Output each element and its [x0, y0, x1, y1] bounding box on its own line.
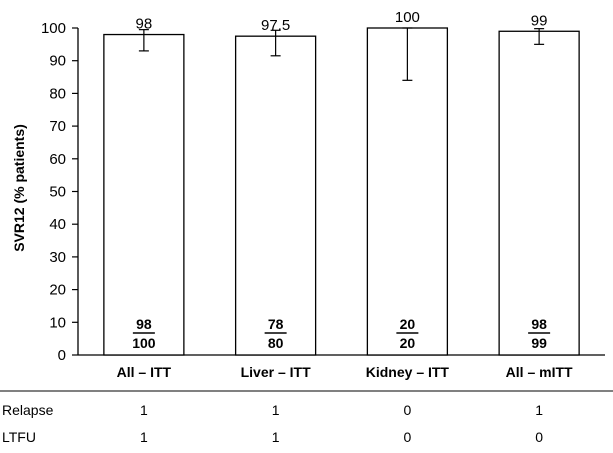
bars-group [103, 27, 580, 356]
bar [498, 30, 580, 356]
y-tick-label: 70 [49, 118, 66, 135]
y-tick-label: 20 [49, 282, 66, 299]
value-labels-group: 98 97.5 100 99 [136, 9, 548, 34]
y-tick-label: 30 [49, 249, 66, 266]
fraction-denominator: 99 [531, 335, 547, 351]
fraction-denominator: 100 [132, 335, 156, 351]
category-label: All – ITT [117, 364, 172, 380]
category-labels-group: All – ITT Liver – ITT Kidney – ITT All – mI… [117, 364, 573, 380]
bar [234, 35, 317, 356]
y-axis-title: SVR12 (% patients) [11, 124, 27, 252]
fraction-labels-group: 98 100 78 80 20 20 98 99 [132, 316, 551, 351]
table-cell: 0 [535, 429, 543, 445]
category-label: Liver – ITT [241, 364, 311, 380]
y-tick-label: 10 [49, 314, 66, 331]
y-tick-label: 80 [49, 85, 66, 102]
table-cell: 0 [403, 429, 411, 445]
table-row-label: LTFU [2, 429, 36, 445]
fraction-denominator: 20 [400, 335, 416, 351]
table-row-label: Relapse [2, 402, 54, 418]
y-tick-label: 90 [49, 53, 66, 70]
y-tick-label: 40 [49, 216, 66, 233]
category-label: All – mITT [506, 364, 573, 380]
table-cell: 1 [140, 429, 148, 445]
error-bars-group [138, 27, 545, 81]
table-cell: 1 [272, 402, 280, 418]
y-tick-label: 100 [41, 20, 66, 37]
table-cell: 1 [535, 402, 543, 418]
y-tick-label: 0 [58, 347, 66, 364]
y-tick-label: 50 [49, 184, 66, 201]
fraction-numerator: 98 [531, 316, 547, 332]
fraction-numerator: 98 [136, 316, 152, 332]
fraction-numerator: 78 [268, 316, 284, 332]
fraction-numerator: 20 [400, 316, 416, 332]
y-tick-label: 60 [49, 151, 66, 168]
category-label: Kidney – ITT [366, 364, 450, 380]
table-cell: 0 [403, 402, 411, 418]
bar-value-label: 99 [531, 12, 548, 29]
bar-value-label: 98 [136, 16, 153, 33]
bar-value-label: 97.5 [261, 17, 290, 34]
events-table: Relapse 1 1 0 1 LTFU 1 1 0 0 [2, 402, 543, 445]
fraction-denominator: 80 [268, 335, 284, 351]
y-axis-ticks: 0 10 20 30 40 50 60 70 80 90 100 [41, 20, 78, 364]
bar [366, 27, 449, 356]
table-cell: 1 [140, 402, 148, 418]
bar-value-label: 100 [395, 9, 420, 26]
table-cell: 1 [272, 429, 280, 445]
bar [103, 33, 185, 356]
